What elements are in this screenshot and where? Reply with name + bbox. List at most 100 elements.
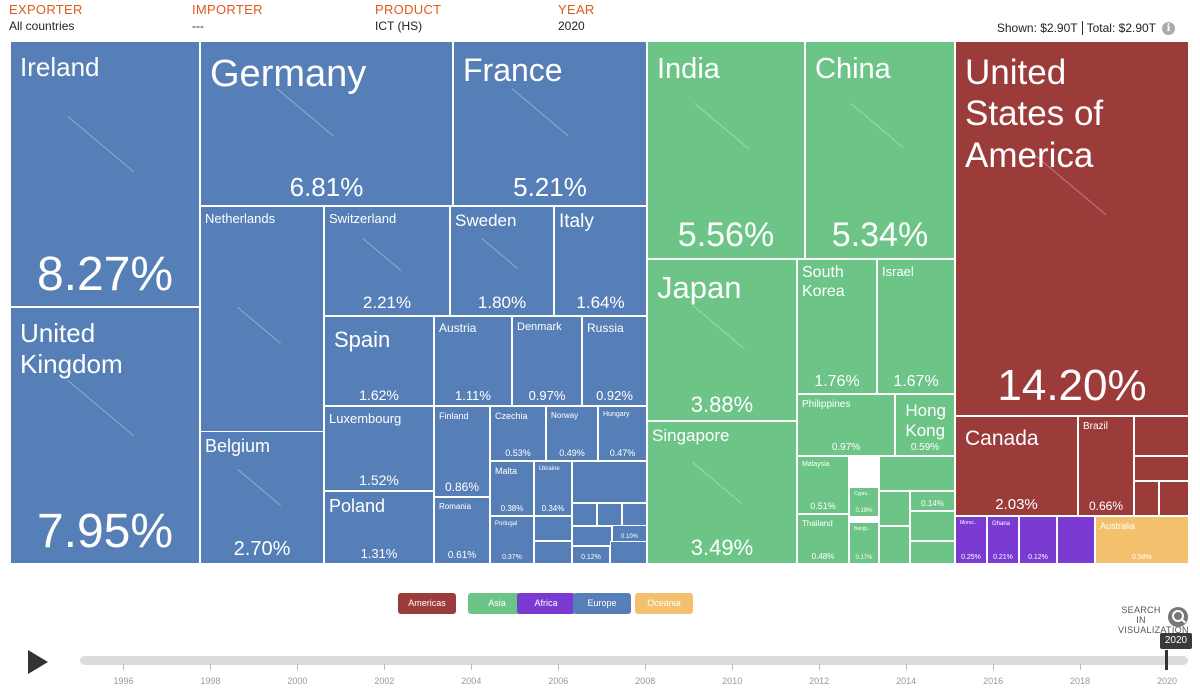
tile-decoration — [692, 462, 743, 505]
treemap-tile-tile-43[interactable]: 0.12% — [1019, 516, 1057, 564]
treemap-tile-australia[interactable]: Australia 0.58% — [1095, 516, 1189, 564]
product-value[interactable]: ICT (HS) — [375, 19, 423, 33]
timeline-track[interactable] — [80, 656, 1188, 665]
timeline-tick-label[interactable]: 2002 — [374, 676, 395, 686]
treemap-tile-hong-kong[interactable]: Hong Kong 0.59% — [895, 394, 955, 456]
treemap-tile-ghana[interactable]: Ghana 0.21% — [987, 516, 1019, 564]
legend-item-europe[interactable]: Europe — [573, 593, 631, 614]
treemap-tile-unlabeled[interactable] — [534, 516, 572, 541]
treemap-tile-morocco[interactable]: Moroc.. 0.25% — [955, 516, 987, 564]
timeline-tick-label[interactable]: 1998 — [200, 676, 221, 686]
search-icon[interactable] — [1168, 607, 1188, 627]
treemap-tile-switzerland[interactable]: Switzerland 2.21% — [324, 206, 450, 316]
treemap-tile-poland[interactable]: Poland 1.31% — [324, 491, 434, 564]
timeline-handle[interactable] — [1165, 650, 1168, 670]
timeline-tick-label[interactable]: 2008 — [635, 676, 656, 686]
treemap-tile-ireland[interactable]: Ireland 8.27% — [10, 41, 200, 307]
tile-share: 0.34% — [541, 504, 565, 513]
play-icon[interactable] — [28, 650, 48, 674]
treemap-tile-norway[interactable]: Norway 0.49% — [546, 406, 598, 461]
legend-item-oceania[interactable]: Oceania — [635, 593, 693, 614]
treemap-tile-south-korea[interactable]: South Korea 1.76% — [797, 259, 877, 394]
treemap-tile-czechia[interactable]: Czechia 0.53% — [490, 406, 546, 461]
treemap-tile-ukraine[interactable]: Ukraine 0.34% — [534, 461, 572, 516]
treemap-tile-thailand[interactable]: Thailand 0.48% — [797, 514, 849, 564]
treemap-tile-unlabeled[interactable] — [910, 541, 955, 564]
treemap-tile-russia[interactable]: Russia 0.92% — [582, 316, 647, 406]
tile-share: 3.88% — [690, 392, 754, 417]
year-filter[interactable]: YEAR 2020 — [558, 2, 595, 34]
treemap-tile-spain[interactable]: Spain 1.62% — [324, 316, 434, 406]
treemap-tile-romania[interactable]: Romania 0.61% — [434, 497, 490, 564]
treemap-tile-unlabeled[interactable] — [879, 456, 955, 491]
treemap-tile-unlabeled[interactable] — [610, 541, 647, 564]
treemap-tile-united-states-of-america[interactable]: United States of America 14.20% — [955, 41, 1189, 416]
treemap-tile-luxembourg[interactable]: Luxembourg 1.52% — [324, 406, 434, 491]
importer-value[interactable]: --- — [192, 19, 204, 33]
treemap-tile-unlabeled[interactable] — [1134, 481, 1159, 516]
info-icon[interactable]: i — [1162, 22, 1175, 35]
search-label[interactable]: SEARCH IN VISUALIZATION — [1118, 605, 1189, 635]
treemap-tile-belgium[interactable]: Belgium 2.70% — [200, 431, 324, 564]
treemap-tile-finland[interactable]: Finland 0.86% — [434, 406, 490, 497]
treemap-tile-unlabeled[interactable] — [879, 526, 910, 564]
treemap-tile-tile-23[interactable]: 0.12% — [572, 546, 610, 564]
product-filter[interactable]: PRODUCT ICT (HS) — [375, 2, 441, 34]
timeline-tick-label[interactable]: 2000 — [287, 676, 308, 686]
treemap-tile-denmark[interactable]: Denmark 0.97% — [512, 316, 582, 406]
treemap-tile-sweden[interactable]: Sweden 1.80% — [450, 206, 554, 316]
treemap-tile-canada[interactable]: Canada 2.03% — [955, 416, 1078, 516]
exporter-value[interactable]: All countries — [9, 19, 75, 33]
treemap-tile-unlabeled[interactable] — [879, 491, 910, 526]
timeline-tick-label[interactable]: 2004 — [461, 676, 482, 686]
legend-item-asia[interactable]: Asia — [468, 593, 526, 614]
tile-name: Russia — [587, 321, 624, 335]
treemap-tile-china[interactable]: China 5.34% — [805, 41, 955, 259]
timeline-tick-label[interactable]: 2010 — [722, 676, 743, 686]
treemap-tile-hungary[interactable]: Hungary 0.47% — [598, 406, 647, 461]
treemap-tile-italy[interactable]: Italy 1.64% — [554, 206, 647, 316]
treemap-tile-unlabeled[interactable] — [534, 541, 572, 564]
treemap-tile-malta[interactable]: Malta 0.38% — [490, 461, 534, 516]
treemap-tile-japan[interactable]: Japan 3.88% — [647, 259, 797, 421]
treemap-tile-unlabeled[interactable] — [597, 503, 622, 526]
timeline-tick-label[interactable]: 2014 — [896, 676, 917, 686]
timeline-tick-label[interactable]: 2006 — [548, 676, 569, 686]
treemap-tile-unlabeled[interactable] — [572, 526, 612, 546]
treemap-tile-philippines[interactable]: Philippines 0.97% — [797, 394, 895, 456]
tile-decoration — [694, 103, 750, 150]
treemap-tile-germany[interactable]: Germany 6.81% — [200, 41, 453, 206]
timeline-tick-label[interactable]: 1996 — [113, 676, 134, 686]
timeline-tick-label[interactable]: 2012 — [809, 676, 830, 686]
importer-filter[interactable]: IMPORTER --- — [192, 2, 263, 34]
treemap-tile-portugal[interactable]: Portugal 0.37% — [490, 516, 534, 564]
timeline-tick-label[interactable]: 2018 — [1070, 676, 1091, 686]
treemap-tile-unlabeled[interactable] — [572, 461, 647, 503]
timeline-tick-label[interactable]: 2020 — [1156, 676, 1178, 686]
year-value[interactable]: 2020 — [558, 19, 585, 33]
treemap-tile-malaysia[interactable]: Malaysia 0.51% — [797, 456, 849, 514]
treemap-tile-singapore[interactable]: Singapore 3.49% — [647, 421, 797, 564]
legend-item-africa[interactable]: Africa — [517, 593, 575, 614]
timeline-tick-label[interactable]: 2016 — [983, 676, 1004, 686]
treemap-tile-unlabeled[interactable] — [1057, 516, 1095, 564]
treemap-tile-unlabeled[interactable] — [910, 511, 955, 541]
treemap-tile-india[interactable]: India 5.56% — [647, 41, 805, 259]
tile-name: Malta — [495, 466, 518, 476]
treemap-tile-unlabeled[interactable] — [1159, 481, 1189, 516]
treemap-tile-unlabeled[interactable] — [1134, 416, 1189, 456]
treemap-tile-cyprus[interactable]: Cypru.. 0.18% — [849, 487, 879, 517]
treemap-tile-unlabeled[interactable] — [1134, 456, 1189, 481]
treemap-tile-austria[interactable]: Austria 1.11% — [434, 316, 512, 406]
treemap-tile-brazil[interactable]: Brazil 0.66% — [1078, 416, 1134, 516]
treemap-tile-bangladesh[interactable]: Bangl.. 0.17% — [849, 522, 879, 564]
treemap-tile-tile-24[interactable]: 0.10% — [612, 523, 647, 543]
treemap-tile-unlabeled[interactable] — [572, 503, 597, 526]
treemap-tile-israel[interactable]: Israel 1.67% — [877, 259, 955, 394]
treemap-tile-united-kingdom[interactable]: United Kingdom 7.95% — [10, 307, 200, 564]
legend-item-americas[interactable]: Americas — [398, 593, 456, 614]
treemap-tile-unlabeled[interactable] — [622, 503, 647, 526]
treemap-tile-tile-37[interactable]: 0.14% — [910, 491, 955, 511]
exporter-filter[interactable]: EXPORTER All countries — [9, 2, 83, 34]
treemap-tile-france[interactable]: France 5.21% — [453, 41, 647, 206]
